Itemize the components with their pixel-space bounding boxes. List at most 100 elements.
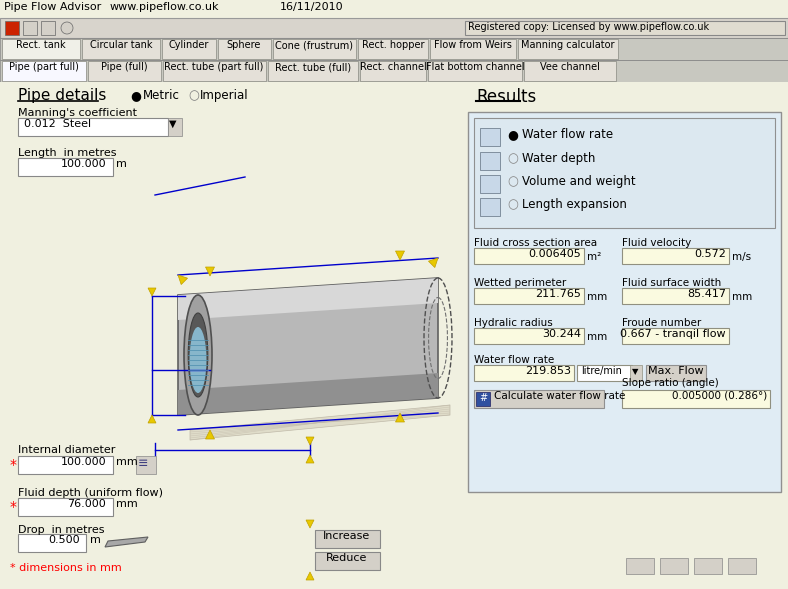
Text: litre/min: litre/min bbox=[581, 366, 622, 376]
Polygon shape bbox=[206, 430, 214, 439]
Text: Cone (frustrum): Cone (frustrum) bbox=[275, 40, 353, 50]
Text: Water depth: Water depth bbox=[522, 152, 596, 165]
Text: Manning calculator: Manning calculator bbox=[521, 40, 615, 50]
Bar bbox=[315, 530, 380, 548]
Text: *: * bbox=[10, 500, 17, 514]
Bar bbox=[630, 365, 642, 381]
Text: Volume and weight: Volume and weight bbox=[522, 175, 636, 188]
Text: ○: ○ bbox=[507, 175, 518, 188]
Text: Fluid cross section area: Fluid cross section area bbox=[474, 238, 597, 248]
Text: Fluid velocity: Fluid velocity bbox=[622, 238, 691, 248]
Text: Rect. tube (part full): Rect. tube (part full) bbox=[165, 62, 264, 72]
Bar bbox=[474, 248, 584, 264]
Bar bbox=[0, 82, 788, 570]
Text: Sphere: Sphere bbox=[227, 40, 261, 50]
Polygon shape bbox=[178, 373, 438, 415]
Text: Metric: Metric bbox=[143, 89, 180, 102]
Text: m: m bbox=[116, 159, 127, 169]
Bar bbox=[268, 61, 358, 81]
Polygon shape bbox=[148, 415, 156, 423]
Bar bbox=[360, 61, 426, 81]
Text: Rect. channel: Rect. channel bbox=[359, 62, 426, 72]
Bar bbox=[0, 18, 788, 38]
Text: 100.000: 100.000 bbox=[61, 457, 106, 467]
Bar bbox=[474, 328, 584, 344]
Text: ○: ○ bbox=[507, 152, 518, 165]
Text: Water flow rate: Water flow rate bbox=[474, 355, 554, 365]
Text: Wetted perimeter: Wetted perimeter bbox=[474, 278, 567, 288]
Text: mm: mm bbox=[116, 457, 138, 467]
Polygon shape bbox=[396, 413, 404, 422]
Bar bbox=[162, 39, 216, 59]
Bar bbox=[474, 118, 775, 228]
Text: Registered copy: Licensed by www.pipeflow.co.uk: Registered copy: Licensed by www.pipeflo… bbox=[468, 22, 709, 32]
Text: Calculate water flow rate: Calculate water flow rate bbox=[494, 391, 626, 401]
Bar bbox=[0, 38, 788, 60]
Bar bbox=[136, 456, 156, 474]
Text: mm: mm bbox=[587, 292, 608, 302]
Text: ●: ● bbox=[130, 89, 141, 102]
Polygon shape bbox=[306, 520, 314, 528]
Text: 16/11/2010: 16/11/2010 bbox=[280, 2, 344, 12]
Text: ●: ● bbox=[507, 128, 518, 141]
Bar bbox=[18, 534, 86, 552]
Bar bbox=[0, 555, 788, 575]
Text: Length expansion: Length expansion bbox=[522, 198, 627, 211]
Text: m²: m² bbox=[587, 252, 601, 262]
Text: ○: ○ bbox=[188, 89, 199, 102]
Text: Hydralic radius: Hydralic radius bbox=[474, 318, 552, 328]
Text: 0.667 - tranqil flow: 0.667 - tranqil flow bbox=[620, 329, 726, 339]
Text: Imperial: Imperial bbox=[200, 89, 249, 102]
Text: Manning's coefficient: Manning's coefficient bbox=[18, 108, 137, 118]
Bar bbox=[660, 558, 688, 574]
Text: ▼: ▼ bbox=[632, 367, 638, 376]
Bar bbox=[163, 61, 266, 81]
Polygon shape bbox=[306, 455, 314, 463]
Bar bbox=[480, 198, 500, 216]
Polygon shape bbox=[105, 537, 148, 547]
Ellipse shape bbox=[184, 295, 212, 415]
Bar bbox=[5, 21, 19, 35]
Text: * dimensions in mm: * dimensions in mm bbox=[10, 563, 122, 573]
Text: Reduce: Reduce bbox=[326, 553, 368, 563]
Text: 30.244: 30.244 bbox=[542, 329, 581, 339]
Text: m/s: m/s bbox=[732, 252, 751, 262]
Text: ▼: ▼ bbox=[169, 119, 177, 129]
Text: Flat bottom channel: Flat bottom channel bbox=[426, 62, 524, 72]
Text: Fluid depth (uniform flow): Fluid depth (uniform flow) bbox=[18, 488, 163, 498]
Polygon shape bbox=[148, 288, 156, 296]
Bar bbox=[465, 21, 785, 35]
Text: 0.500: 0.500 bbox=[48, 535, 80, 545]
Text: Increase: Increase bbox=[323, 531, 370, 541]
Text: Vee channel: Vee channel bbox=[540, 62, 600, 72]
Bar bbox=[18, 118, 168, 136]
Text: 0.572: 0.572 bbox=[694, 249, 726, 259]
Text: Pipe (full): Pipe (full) bbox=[101, 62, 147, 72]
Ellipse shape bbox=[188, 313, 208, 397]
Text: Cylinder: Cylinder bbox=[169, 40, 209, 50]
Bar bbox=[315, 552, 380, 570]
Text: mm: mm bbox=[116, 499, 138, 509]
Text: Results: Results bbox=[476, 88, 537, 106]
Polygon shape bbox=[178, 278, 438, 415]
Bar bbox=[168, 118, 182, 136]
Bar bbox=[524, 61, 616, 81]
Bar bbox=[622, 248, 729, 264]
Bar bbox=[626, 558, 654, 574]
Text: 219.853: 219.853 bbox=[525, 366, 571, 376]
Bar bbox=[474, 390, 604, 408]
Text: Pipe (part full): Pipe (part full) bbox=[9, 62, 79, 72]
Text: #: # bbox=[479, 393, 487, 403]
Text: 0.005000 (0.286°): 0.005000 (0.286°) bbox=[671, 391, 767, 401]
Bar bbox=[2, 39, 80, 59]
Text: 0.006405: 0.006405 bbox=[528, 249, 581, 259]
Polygon shape bbox=[429, 258, 438, 267]
Text: Internal diameter: Internal diameter bbox=[18, 445, 115, 455]
Text: ○: ○ bbox=[507, 198, 518, 211]
Bar bbox=[2, 61, 86, 81]
Text: Circular tank: Circular tank bbox=[90, 40, 152, 50]
Bar bbox=[577, 365, 632, 381]
Circle shape bbox=[61, 22, 73, 34]
Text: Length  in metres: Length in metres bbox=[18, 148, 117, 158]
Bar bbox=[622, 328, 729, 344]
